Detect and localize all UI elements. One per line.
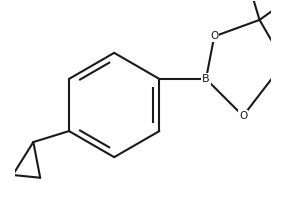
Text: O: O <box>210 31 219 41</box>
Text: B: B <box>202 74 210 84</box>
Text: O: O <box>239 111 247 121</box>
